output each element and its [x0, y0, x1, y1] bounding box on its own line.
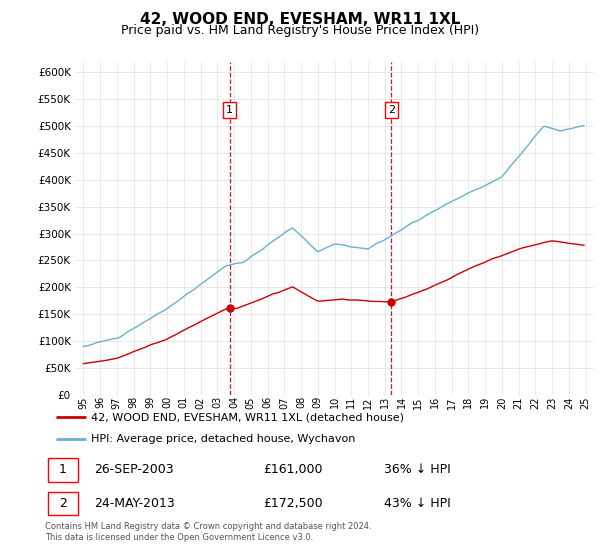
Text: 24-MAY-2013: 24-MAY-2013 [94, 497, 175, 510]
Text: £161,000: £161,000 [263, 463, 323, 476]
Text: 36% ↓ HPI: 36% ↓ HPI [383, 463, 450, 476]
Bar [48, 458, 78, 482]
Text: This data is licensed under the Open Government Licence v3.0.: This data is licensed under the Open Gov… [45, 533, 313, 542]
Text: 1: 1 [226, 105, 233, 115]
Text: 2: 2 [59, 497, 67, 510]
Text: £172,500: £172,500 [263, 497, 323, 510]
Text: Price paid vs. HM Land Registry's House Price Index (HPI): Price paid vs. HM Land Registry's House … [121, 24, 479, 37]
Text: 42, WOOD END, EVESHAM, WR11 1XL (detached house): 42, WOOD END, EVESHAM, WR11 1XL (detache… [91, 412, 404, 422]
Bar [48, 492, 78, 516]
Text: HPI: Average price, detached house, Wychavon: HPI: Average price, detached house, Wych… [91, 435, 356, 444]
Text: Contains HM Land Registry data © Crown copyright and database right 2024.: Contains HM Land Registry data © Crown c… [45, 522, 371, 531]
Text: 1: 1 [59, 463, 67, 476]
Text: 26-SEP-2003: 26-SEP-2003 [94, 463, 174, 476]
Text: 42, WOOD END, EVESHAM, WR11 1XL: 42, WOOD END, EVESHAM, WR11 1XL [140, 12, 460, 27]
Text: 43% ↓ HPI: 43% ↓ HPI [383, 497, 450, 510]
Text: 2: 2 [388, 105, 395, 115]
